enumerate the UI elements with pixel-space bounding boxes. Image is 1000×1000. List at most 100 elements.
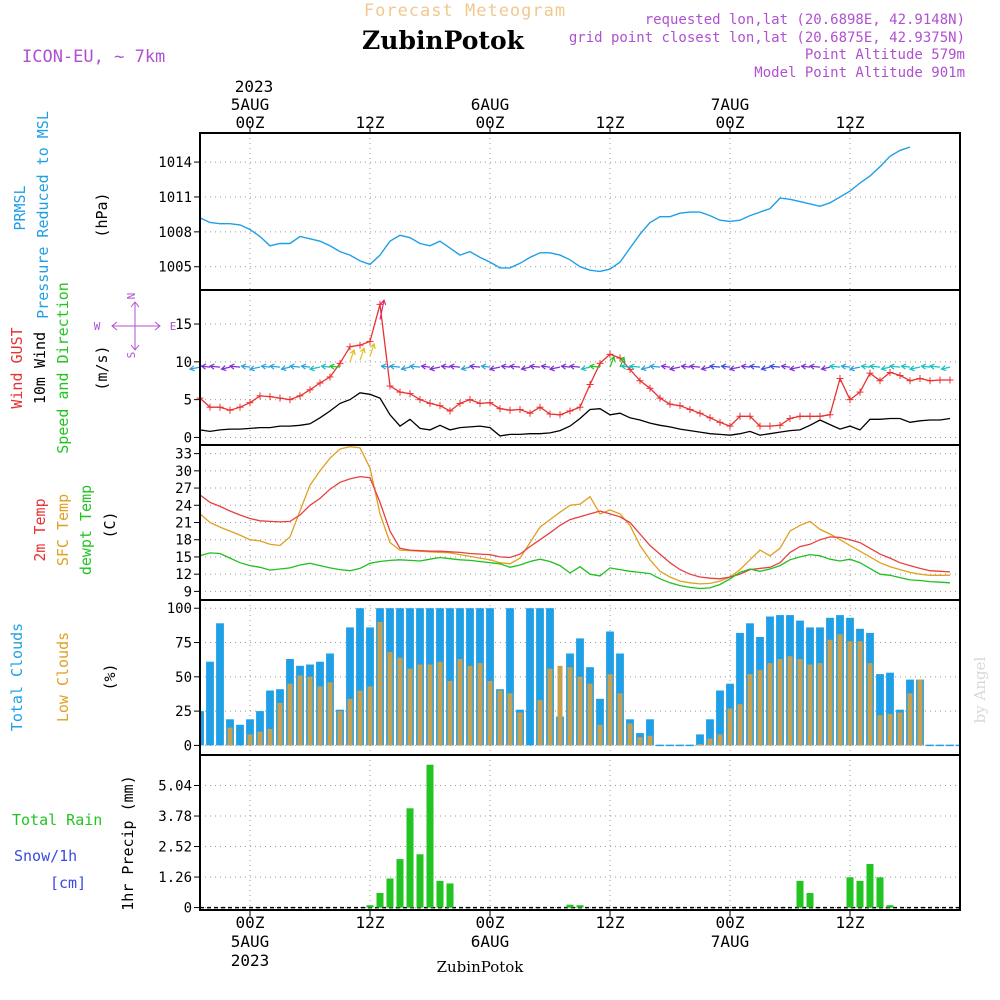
low-cloud-bar [417, 664, 423, 746]
wind-arrow-head [628, 363, 635, 370]
low-cloud-bar [367, 686, 373, 746]
wind-arrow [609, 356, 615, 368]
wind-arrow-head [880, 365, 887, 372]
precip-bar [446, 883, 454, 908]
low-cloud-bar [757, 670, 763, 746]
total-cloud-bar [200, 711, 204, 746]
wind-arrow [369, 343, 375, 357]
wind-arrow [449, 365, 461, 368]
wind-arrow-head [820, 365, 827, 372]
total-cloud-bar [256, 711, 264, 746]
precip-bar [886, 905, 894, 908]
y-tick-label: 5 [184, 393, 192, 409]
wind-arrow [669, 366, 681, 370]
y-tick-label: 1008 [158, 225, 192, 241]
y-tick-label: 50 [175, 670, 192, 686]
wind-arrow-head [768, 363, 775, 370]
low-cloud-bar [347, 698, 353, 746]
model-name: ICON-EU, ~ 7km [22, 47, 165, 67]
wind-arrow-head [928, 363, 935, 370]
low-cloud-bar [467, 665, 473, 746]
watermark: by Angel [971, 656, 989, 723]
low-cloud-bar [507, 693, 513, 746]
wind-arrow-head [369, 342, 376, 349]
wind-arrow [789, 366, 801, 370]
wind-arrow-head [560, 363, 567, 370]
total-cloud-bar [486, 608, 494, 746]
wind-arrow-head [780, 363, 787, 370]
wind-arrow-head [700, 365, 707, 372]
wind-arrow [481, 365, 491, 368]
axes-layer: 1005100810111014051015912151821242730330… [158, 95, 961, 970]
label-sfc-temp: SFC Temp [54, 494, 72, 566]
label-10m-wind: 10m Wind [31, 332, 49, 404]
low-cloud-bar [277, 702, 283, 746]
label-speed-direction: Speed and Direction [54, 282, 72, 454]
wind-arrow-head [609, 355, 616, 362]
wind-arrow-head [188, 365, 195, 372]
wind-arrow [649, 365, 661, 368]
x-tick-label-top: 00Z [236, 113, 265, 132]
wind-arrow-head [568, 363, 575, 370]
wind-arrow [661, 365, 671, 368]
wind-arrow-head [440, 363, 447, 370]
low-cloud-bar [327, 682, 333, 746]
wind-arrow [619, 357, 625, 368]
wind-arrow [889, 365, 901, 368]
wind-arrow-head [888, 363, 895, 370]
wind-arrow-head [640, 365, 647, 372]
wind-arrow-head [428, 365, 435, 372]
precip-bar [406, 808, 414, 908]
wind-arrow-head [448, 363, 455, 370]
precip-bar [856, 880, 864, 908]
wind-arrow-head [668, 365, 675, 372]
wind-arrow [569, 365, 581, 368]
wind-arrow-head [760, 365, 767, 372]
wind-arrow-head [808, 363, 815, 370]
wind-arrow [461, 366, 471, 370]
wind-arrow-head [619, 356, 626, 363]
wind-arrow-head [580, 365, 587, 372]
wind-arrow [509, 365, 521, 368]
y-tick-label: 24 [175, 498, 192, 514]
y-tick-label: 10 [175, 355, 192, 371]
wind-arrow-head [208, 363, 215, 370]
wind-arrow-head [908, 365, 915, 372]
low-cloud-bar [727, 708, 733, 746]
wind-arrow [261, 365, 271, 368]
wind-arrow [409, 365, 421, 368]
wind-arrow [629, 365, 641, 368]
model-altitude: Model Point Altitude 901m [754, 65, 965, 81]
wind-arrow [841, 365, 851, 368]
y-tick-label: 0 [184, 738, 192, 754]
wind-arrow [729, 366, 741, 370]
wind-arrow-head [468, 363, 475, 370]
wind-arrow [469, 365, 481, 368]
wind-arrow [289, 365, 301, 368]
total-cloud-bar [596, 698, 604, 746]
precip-bar [566, 904, 574, 908]
low-cloud-bar [517, 712, 523, 746]
y-tick-label: 33 [175, 447, 192, 463]
low-cloud-bar [767, 663, 773, 746]
grid-layer [200, 133, 960, 910]
x-tick-label-bottom: 12Z [836, 913, 865, 932]
label-2m-temp: 2m Temp [31, 498, 49, 561]
wind-arrow [721, 365, 731, 368]
wind-arrow [809, 365, 821, 368]
label-percent: (%) [101, 663, 119, 690]
wind-arrow [701, 366, 711, 370]
x-tick-label-top: 12Z [356, 113, 385, 132]
low-cloud-bar [697, 744, 703, 746]
wind-arrow [501, 365, 511, 368]
wind-arrow [681, 365, 691, 368]
wind-arrow [201, 365, 211, 368]
wind-arrow-head [788, 365, 795, 372]
low-cloud-bar [377, 621, 383, 746]
precip-bar [846, 877, 854, 908]
wind-arrow [521, 366, 531, 370]
wind-arrow [281, 366, 291, 370]
wind-arrow-head [240, 363, 247, 370]
y-tick-label: 1014 [158, 155, 192, 171]
wind-arrow-head [460, 365, 467, 372]
